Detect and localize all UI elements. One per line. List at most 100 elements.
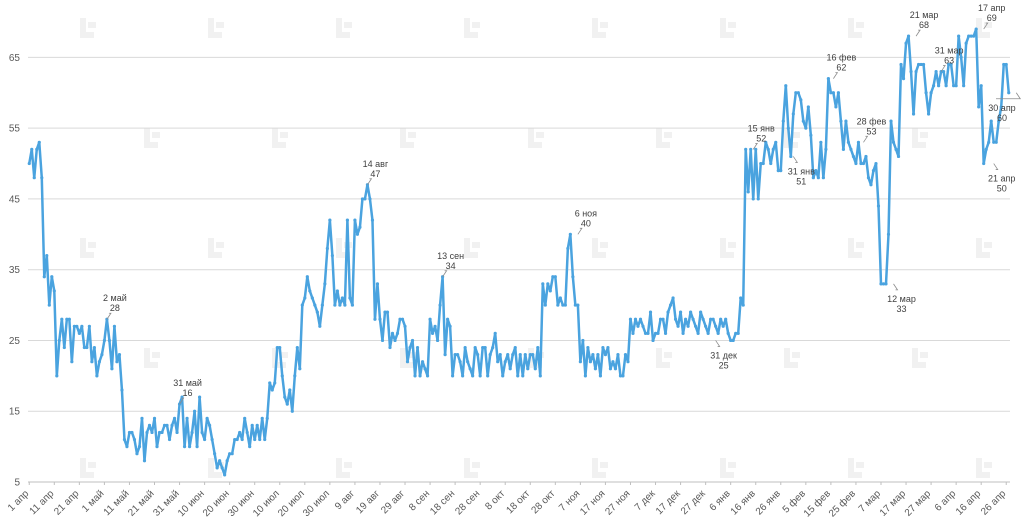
data-point — [804, 126, 808, 130]
x-tick-label: 30 июл — [301, 488, 332, 519]
data-point — [663, 331, 668, 335]
data-point — [977, 105, 981, 109]
annotation-leader — [996, 92, 1022, 100]
data-point — [957, 34, 961, 38]
data-point — [250, 423, 254, 427]
data-point — [839, 119, 843, 123]
data-point — [182, 445, 187, 449]
data-point — [751, 197, 755, 201]
data-point — [964, 41, 968, 45]
data-point — [989, 119, 993, 123]
data-point — [373, 317, 377, 321]
watermark-logo-icon — [336, 458, 352, 478]
data-point — [621, 374, 625, 378]
annotation-date: 15 янв — [748, 123, 775, 133]
watermark-logo-shape — [464, 458, 478, 478]
data-point — [934, 69, 938, 74]
data-point — [616, 353, 620, 357]
data-point — [734, 331, 738, 335]
watermark-logo-icon — [144, 128, 160, 148]
data-point — [904, 41, 908, 45]
data-point — [238, 430, 242, 435]
watermark-logo-shape — [464, 18, 478, 38]
watermark-logo-shape — [720, 18, 734, 38]
data-point — [488, 353, 492, 357]
y-tick-label: 55 — [9, 124, 21, 135]
x-tick-label: 30 июн — [226, 488, 257, 519]
data-point — [668, 303, 673, 307]
data-point — [155, 445, 159, 449]
data-point — [313, 303, 317, 307]
annotation-date: 31 янв — [788, 166, 815, 176]
data-point — [293, 374, 297, 378]
data-point — [430, 331, 435, 335]
data-point — [258, 437, 262, 442]
watermark-logo-shape — [984, 22, 992, 28]
data-point — [979, 84, 983, 88]
data-point — [538, 374, 542, 378]
data-point — [32, 176, 36, 180]
data-point — [954, 84, 958, 88]
data-point — [754, 147, 758, 151]
data-point — [190, 430, 194, 435]
data-point — [325, 246, 329, 251]
annotation-leader — [577, 227, 583, 235]
data-point — [368, 197, 372, 201]
data-point — [947, 62, 951, 67]
data-point — [461, 374, 465, 378]
watermark-logo-icon — [336, 18, 352, 38]
annotation-leader — [893, 283, 899, 291]
data-point — [375, 282, 380, 286]
data-point — [528, 353, 532, 357]
data-point — [834, 105, 838, 109]
data-point — [944, 84, 948, 88]
annotation-date: 31 дек — [710, 350, 737, 360]
data-point — [420, 360, 425, 364]
data-point — [561, 303, 565, 307]
data-point — [198, 395, 202, 399]
data-point — [308, 289, 312, 293]
data-point — [255, 423, 259, 427]
y-tick-label: 15 — [9, 407, 21, 418]
data-point — [974, 27, 978, 31]
data-point — [678, 310, 683, 314]
data-point — [711, 317, 715, 321]
x-tick-label: 17 мар — [878, 488, 909, 519]
data-point — [150, 430, 154, 435]
data-point — [741, 303, 745, 307]
watermark-logo-shape — [80, 18, 94, 38]
data-point — [786, 126, 790, 130]
data-point — [380, 338, 385, 343]
data-point — [894, 147, 898, 151]
annotation-date: 30 апр — [988, 103, 1015, 113]
x-tick-label: 26 янв — [754, 488, 783, 517]
data-point — [731, 338, 735, 343]
data-point — [132, 437, 137, 442]
watermark-logo-shape — [984, 242, 992, 248]
annotation-leader — [993, 163, 999, 170]
watermark-logo-icon — [400, 128, 416, 148]
data-point — [310, 296, 314, 300]
data-point — [451, 374, 455, 378]
data-point — [220, 466, 224, 470]
watermark-logo-shape — [80, 458, 94, 478]
data-point — [47, 303, 51, 307]
data-point — [846, 140, 851, 144]
data-point — [393, 338, 397, 343]
annotation-value: 28 — [110, 303, 120, 313]
watermark-logo-shape — [920, 132, 928, 138]
data-point — [849, 147, 853, 151]
data-point — [448, 324, 452, 328]
data-point — [591, 353, 595, 357]
data-point — [348, 296, 352, 300]
data-point — [851, 154, 856, 159]
data-point — [626, 360, 630, 364]
data-point — [245, 430, 249, 435]
data-point — [764, 140, 768, 144]
data-point — [360, 197, 365, 201]
watermark-logo-shape — [848, 18, 862, 38]
watermark-logo-shape — [720, 458, 734, 478]
watermark-logo-shape — [720, 238, 734, 258]
data-point — [821, 176, 825, 180]
